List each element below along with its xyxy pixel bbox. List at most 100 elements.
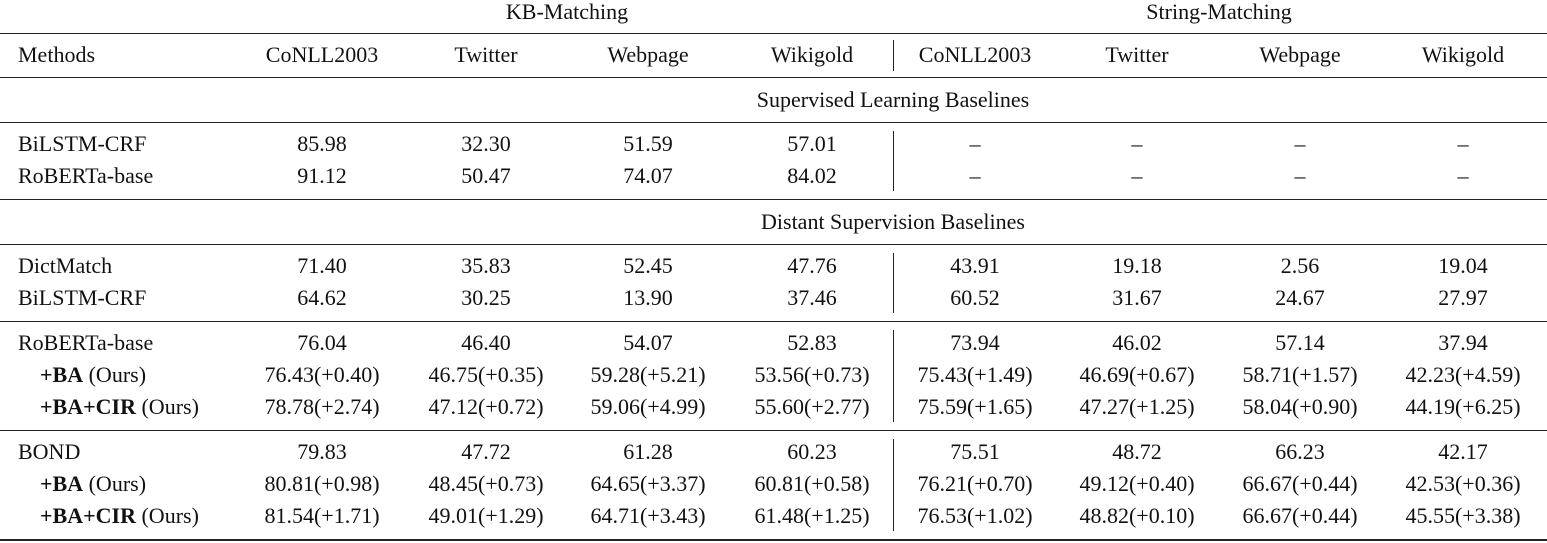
score-cell: 59.28(+5.21) bbox=[590, 362, 706, 387]
score-cell: 47.12(+0.72) bbox=[428, 394, 544, 419]
score-cell: 46.69(+0.67) bbox=[1079, 362, 1195, 387]
rule bbox=[0, 199, 1547, 200]
rule bbox=[0, 122, 1547, 123]
score-cell: 45.55(+3.38) bbox=[1405, 503, 1521, 528]
score-cell: 85.98 bbox=[297, 131, 347, 156]
score-cell: 64.71(+3.43) bbox=[590, 503, 706, 528]
score-cell: – bbox=[1294, 131, 1306, 156]
score-cell: 37.94 bbox=[1438, 330, 1488, 355]
method-variant: +BA bbox=[40, 471, 84, 496]
method-name: BiLSTM-CRF bbox=[18, 131, 147, 156]
score-cell: 64.65(+3.37) bbox=[590, 471, 706, 496]
score-cell: 76.04 bbox=[297, 330, 347, 355]
method-variant: +BA bbox=[40, 362, 84, 387]
method-name: +BA (Ours) bbox=[40, 364, 146, 386]
score-cell: 47.27(+1.25) bbox=[1079, 394, 1195, 419]
score-cell: 49.12(+0.40) bbox=[1079, 471, 1195, 496]
score-cell: 58.04(+0.90) bbox=[1242, 394, 1358, 419]
score-cell: 24.67 bbox=[1275, 285, 1325, 310]
score-cell: 37.46 bbox=[787, 285, 837, 310]
column-header: Twitter bbox=[1105, 42, 1169, 67]
method-name: DictMatch bbox=[18, 253, 113, 278]
score-cell: 75.51 bbox=[950, 439, 1000, 464]
score-cell: 79.83 bbox=[297, 439, 347, 464]
group-header: String-Matching bbox=[1146, 0, 1292, 24]
score-cell: 76.43(+0.40) bbox=[264, 362, 380, 387]
score-cell: 55.60(+2.77) bbox=[754, 394, 870, 419]
score-cell: 35.83 bbox=[461, 253, 511, 278]
score-cell: 60.23 bbox=[787, 439, 837, 464]
method-note: (Ours) bbox=[88, 471, 147, 496]
column-header: CoNLL2003 bbox=[265, 42, 379, 67]
score-cell: 30.25 bbox=[461, 285, 511, 310]
score-cell: 59.06(+4.99) bbox=[590, 394, 706, 419]
column-header: Webpage bbox=[1259, 42, 1341, 67]
score-cell: 75.59(+1.65) bbox=[917, 394, 1033, 419]
score-cell: 32.30 bbox=[461, 131, 511, 156]
score-cell: 57.01 bbox=[787, 131, 837, 156]
score-cell: 74.07 bbox=[623, 163, 673, 188]
section-title: Supervised Learning Baselines bbox=[756, 87, 1030, 112]
method-note: (Ours) bbox=[141, 503, 199, 528]
score-cell: 91.12 bbox=[297, 163, 347, 188]
score-cell: 42.17 bbox=[1438, 439, 1488, 464]
column-header: Wikigold bbox=[770, 42, 854, 67]
score-cell: 47.72 bbox=[461, 439, 511, 464]
score-cell: 27.97 bbox=[1438, 285, 1488, 310]
column-divider bbox=[893, 131, 894, 191]
score-cell: 81.54(+1.71) bbox=[264, 503, 380, 528]
score-cell: 84.02 bbox=[787, 163, 837, 188]
score-cell: 53.56(+0.73) bbox=[754, 362, 870, 387]
score-cell: 73.94 bbox=[950, 330, 1000, 355]
rule bbox=[0, 539, 1547, 541]
score-cell: 48.45(+0.73) bbox=[428, 471, 544, 496]
score-cell: 43.91 bbox=[950, 253, 1000, 278]
method-variant: +BA+CIR bbox=[40, 503, 136, 528]
method-note: (Ours) bbox=[88, 362, 147, 387]
score-cell: 80.81(+0.98) bbox=[264, 471, 380, 496]
method-name: +BA (Ours) bbox=[40, 473, 146, 495]
score-cell: 48.72 bbox=[1112, 439, 1162, 464]
column-header: Twitter bbox=[454, 42, 518, 67]
score-cell: – bbox=[1131, 131, 1143, 156]
score-cell: – bbox=[1294, 163, 1306, 188]
score-cell: 54.07 bbox=[623, 330, 673, 355]
section-title: Distant Supervision Baselines bbox=[761, 209, 1025, 234]
score-cell: 78.78(+2.74) bbox=[264, 394, 380, 419]
score-cell: 60.81(+0.58) bbox=[754, 471, 870, 496]
method-name: +BA+CIR (Ours) bbox=[40, 505, 199, 527]
rule bbox=[0, 430, 1547, 431]
method-name: BiLSTM-CRF bbox=[18, 285, 147, 310]
score-cell: 76.53(+1.02) bbox=[917, 503, 1033, 528]
column-divider bbox=[893, 253, 894, 313]
score-cell: 2.56 bbox=[1280, 253, 1320, 278]
method-name: RoBERTa-base bbox=[18, 163, 154, 188]
column-header: Webpage bbox=[607, 42, 689, 67]
score-cell: 52.45 bbox=[623, 253, 673, 278]
column-header: Methods bbox=[18, 42, 95, 67]
rule bbox=[0, 77, 1547, 78]
group-header: KB-Matching bbox=[505, 0, 629, 24]
score-cell: 66.67(+0.44) bbox=[1242, 471, 1358, 496]
score-cell: – bbox=[969, 131, 981, 156]
method-variant: +BA+CIR bbox=[40, 394, 136, 419]
method-note: (Ours) bbox=[141, 394, 199, 419]
score-cell: 49.01(+1.29) bbox=[428, 503, 544, 528]
column-divider bbox=[893, 40, 894, 71]
score-cell: 19.04 bbox=[1438, 253, 1488, 278]
score-cell: 76.21(+0.70) bbox=[917, 471, 1033, 496]
column-header: Wikigold bbox=[1421, 42, 1505, 67]
score-cell: 51.59 bbox=[623, 131, 673, 156]
score-cell: 44.19(+6.25) bbox=[1405, 394, 1521, 419]
score-cell: 31.67 bbox=[1112, 285, 1162, 310]
score-cell: 52.83 bbox=[787, 330, 837, 355]
score-cell: 48.82(+0.10) bbox=[1079, 503, 1195, 528]
score-cell: – bbox=[1131, 163, 1143, 188]
method-name: +BA+CIR (Ours) bbox=[40, 396, 199, 418]
score-cell: 58.71(+1.57) bbox=[1242, 362, 1358, 387]
column-divider bbox=[893, 330, 894, 422]
score-cell: 57.14 bbox=[1275, 330, 1325, 355]
score-cell: 60.52 bbox=[950, 285, 1000, 310]
score-cell: 50.47 bbox=[461, 163, 511, 188]
